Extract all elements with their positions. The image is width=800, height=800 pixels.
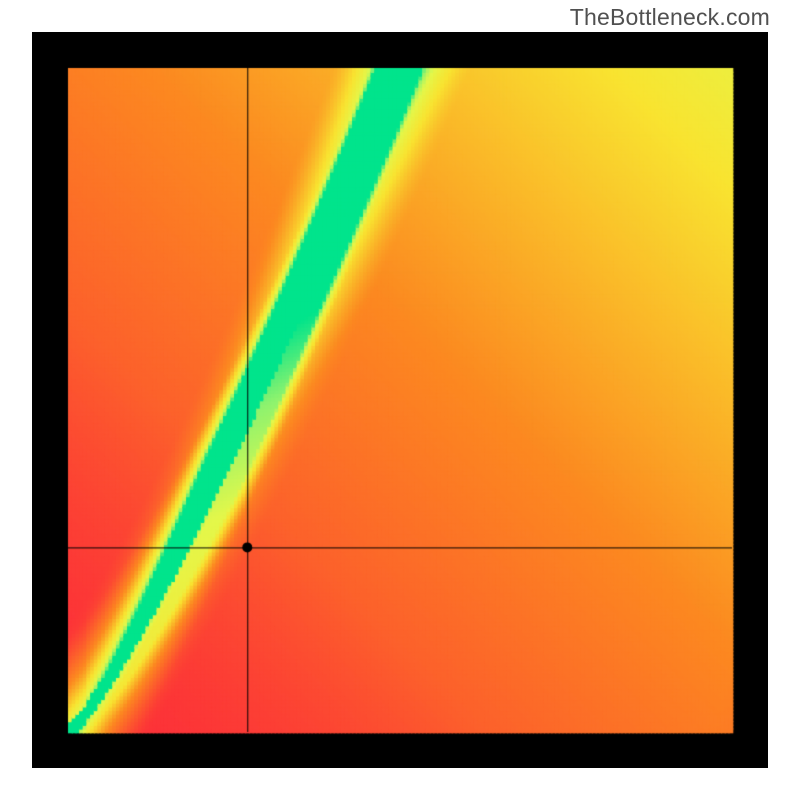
chart-frame [32, 32, 768, 768]
bottleneck-heatmap [32, 32, 768, 768]
watermark-text: TheBottleneck.com [570, 4, 770, 31]
